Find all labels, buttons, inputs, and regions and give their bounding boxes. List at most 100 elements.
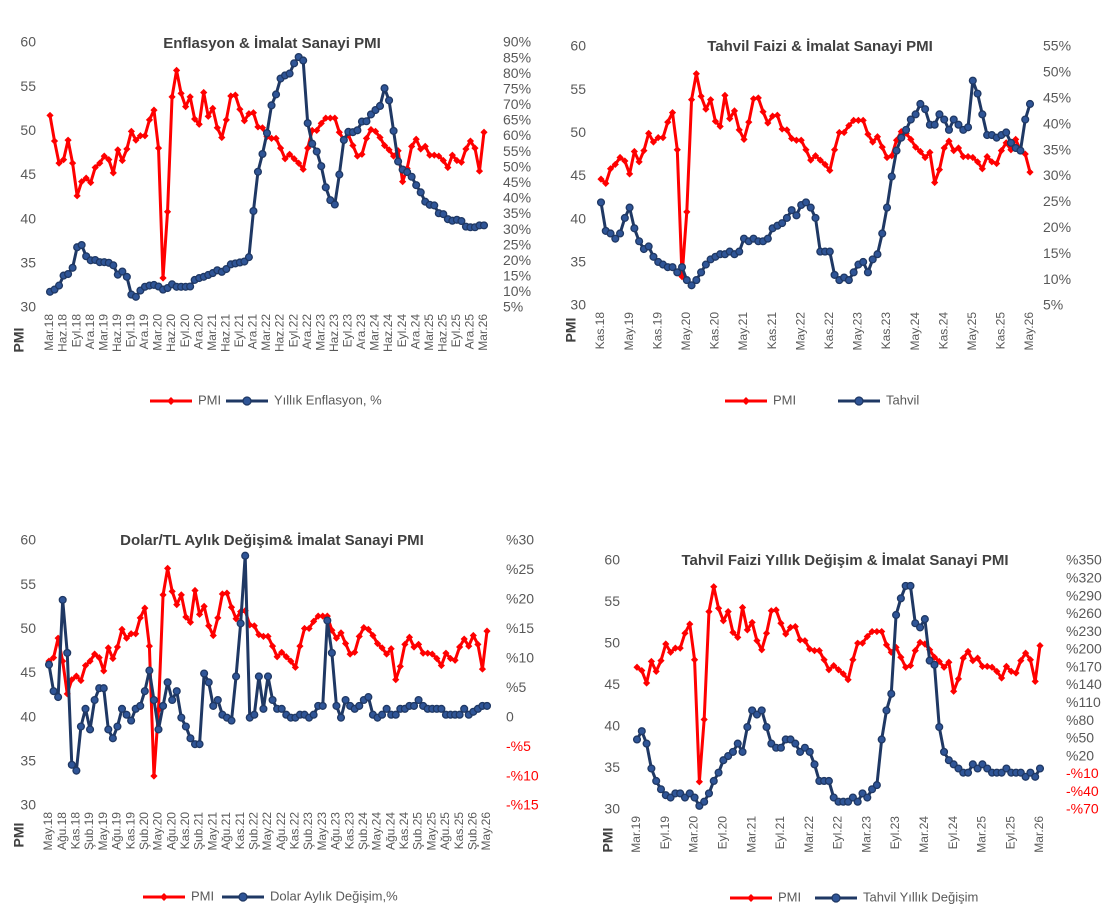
marker (55, 159, 63, 167)
marker (702, 105, 710, 113)
marker (367, 125, 375, 134)
legend-label: Dolar Aylık Değişim,% (270, 888, 398, 903)
marker (172, 66, 181, 74)
chart-title: Enflasyon & İmalat Sanayi PMI (163, 35, 381, 52)
series-line (599, 72, 1032, 279)
marker (652, 667, 660, 675)
marker (118, 267, 127, 276)
marker (444, 163, 452, 172)
marker (777, 619, 785, 627)
marker (921, 105, 930, 114)
marker (339, 135, 348, 145)
marker (127, 127, 135, 135)
marker (331, 114, 339, 122)
y2-tick-label: 40% (1043, 115, 1071, 131)
marker (46, 111, 54, 120)
x-tick-label: Eyl.18 (69, 314, 83, 348)
marker (466, 137, 475, 145)
marker (792, 136, 801, 144)
marker (389, 152, 398, 160)
x-tick-label: Kas.19 (123, 812, 137, 850)
x-tick-label: Haz.22 (273, 314, 287, 352)
marker (362, 134, 371, 142)
marker (998, 674, 1006, 682)
marker (268, 695, 277, 705)
x-tick-label: Mar.23 (313, 314, 327, 351)
y2-tick-label: %110 (1066, 694, 1101, 710)
marker (978, 110, 987, 119)
marker (1012, 135, 1020, 143)
marker (249, 206, 258, 216)
y2-tick-label: %140 (1066, 676, 1102, 692)
marker (830, 661, 838, 670)
marker (810, 760, 819, 769)
marker (140, 687, 149, 696)
marker (697, 268, 706, 277)
marker (204, 678, 213, 687)
y-tick-label: 55 (20, 78, 36, 94)
marker (173, 601, 181, 609)
y2-tick-label: %170 (1066, 658, 1102, 674)
y2-tick-label: 50% (503, 158, 531, 174)
x-tick-label: May.24 (370, 812, 384, 851)
y-tick-label: 50 (604, 635, 620, 651)
marker (863, 632, 871, 641)
marker (659, 134, 667, 142)
x-tick-label: Ara.24 (408, 314, 422, 350)
marker (1016, 146, 1025, 155)
marker (462, 145, 470, 153)
marker (620, 213, 629, 222)
marker (811, 213, 820, 222)
marker (738, 747, 747, 756)
marker (457, 158, 465, 166)
marker (863, 793, 872, 802)
marker (637, 727, 646, 736)
marker (408, 142, 416, 150)
marker (91, 163, 99, 172)
marker (772, 606, 780, 614)
marker (483, 627, 491, 635)
marker (479, 221, 489, 230)
marker (308, 139, 317, 148)
marker (826, 166, 834, 175)
marker (387, 645, 395, 653)
y2-tick-label: %260 (1066, 605, 1102, 621)
marker (930, 660, 939, 669)
marker (954, 144, 963, 152)
marker (457, 216, 466, 226)
legend-marker (854, 396, 864, 406)
y-tick-label: 45 (20, 166, 36, 182)
marker (697, 92, 705, 100)
marker (854, 639, 862, 647)
marker (414, 640, 423, 648)
marker (168, 587, 176, 595)
marker (940, 115, 949, 124)
marker (690, 656, 699, 664)
y-tick-label: 50 (20, 620, 36, 636)
marker (290, 155, 298, 163)
marker (821, 160, 829, 169)
marker (123, 145, 131, 153)
marker (430, 151, 438, 159)
marker (410, 643, 418, 651)
x-tick-label: Ağu.22 (274, 812, 288, 850)
marker (455, 710, 464, 719)
marker (271, 90, 281, 99)
marker (801, 198, 811, 207)
marker (50, 137, 59, 145)
legend-label: Yıllık Enflasyon, % (274, 392, 382, 407)
x-tick-label: Kas.25 (452, 812, 466, 850)
marker (209, 701, 218, 710)
marker (249, 109, 258, 117)
x-tick-label: May.26 (1022, 312, 1036, 351)
marker (907, 135, 915, 143)
marker (749, 95, 758, 103)
marker (474, 640, 482, 648)
marker (681, 629, 689, 637)
marker (168, 695, 177, 705)
y2-tick-label: -%5 (506, 738, 531, 754)
y2-tick-label: 25% (503, 236, 531, 252)
marker (935, 657, 943, 666)
marker (840, 128, 848, 137)
y-tick-label: 35 (604, 759, 620, 775)
